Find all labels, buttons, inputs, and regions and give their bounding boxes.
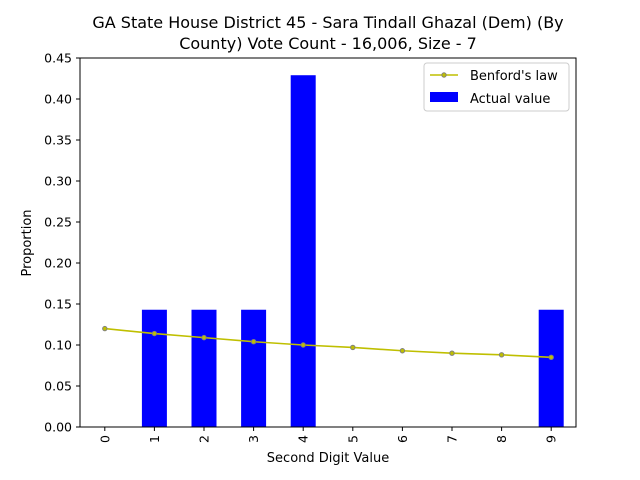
y-tick-label: 0.35 [44, 133, 72, 148]
benford-point-5 [350, 344, 356, 351]
benford-point-8 [498, 352, 505, 358]
y-tick-label: 0.15 [44, 297, 72, 312]
x-tick-label: 3 [246, 435, 261, 443]
benford-point-0 [102, 325, 108, 332]
chart-title-line-2: County) Vote Count - 16,006, Size - 7 [179, 34, 477, 53]
x-axis-label: Second Digit Value [267, 451, 389, 466]
x-tick-label: 4 [296, 435, 311, 443]
y-tick-label: 0.25 [44, 215, 72, 230]
x-tick-label: 1 [147, 435, 162, 443]
x-tick-label: 0 [97, 435, 112, 443]
x-tick-label: 2 [197, 435, 212, 443]
bar-4 [290, 75, 316, 427]
bar-2 [191, 309, 217, 427]
axes-frame [79, 57, 577, 428]
x-tick-label: 6 [395, 435, 410, 443]
benford-point-9 [548, 354, 554, 360]
benford-point-7 [449, 350, 455, 356]
y-tick-label: 0.30 [44, 174, 72, 189]
y-tick-label: 0.40 [44, 92, 72, 107]
x-tick-label: 9 [544, 435, 559, 443]
benford-point-4 [300, 342, 306, 348]
legend-benford-marker [441, 72, 447, 78]
chart-title-line-1: GA State House District 45 - Sara Tindal… [92, 13, 563, 32]
y-axis-label: Proportion [20, 209, 35, 276]
y-tick-label: 0.20 [44, 256, 72, 271]
y-tick-label: 0.05 [44, 379, 72, 394]
benford-line-group [102, 325, 554, 360]
y-tick-label: 0.00 [44, 420, 72, 435]
legend: Benford's law Actual value [423, 62, 570, 112]
y-tick-label: 0.45 [44, 51, 72, 66]
x-tick-label: 8 [494, 435, 509, 443]
benford-point-1 [151, 330, 158, 337]
benford-point-2 [201, 334, 207, 341]
x-tick-label: 5 [345, 435, 360, 443]
legend-actual-label: Actual value [470, 92, 550, 107]
bar-3 [241, 309, 267, 427]
benford-line [104, 327, 552, 359]
benford-point-6 [399, 348, 406, 354]
x-axis: 0 1 2 3 4 5 6 7 8 9 [97, 427, 559, 443]
bar-1 [141, 309, 167, 427]
x-tick-label: 7 [445, 435, 460, 443]
bars-group [141, 75, 564, 427]
benford-point-3 [250, 339, 257, 345]
legend-box [423, 62, 570, 112]
bar-9 [538, 309, 564, 427]
y-axis: 0.00 0.05 0.10 0.15 0.20 0.25 0.30 0.35 0.40 0.45 [44, 51, 80, 435]
legend-benford-label: Benford's law [470, 69, 558, 84]
y-tick-label: 0.10 [44, 338, 72, 353]
legend-actual-swatch [430, 92, 458, 102]
